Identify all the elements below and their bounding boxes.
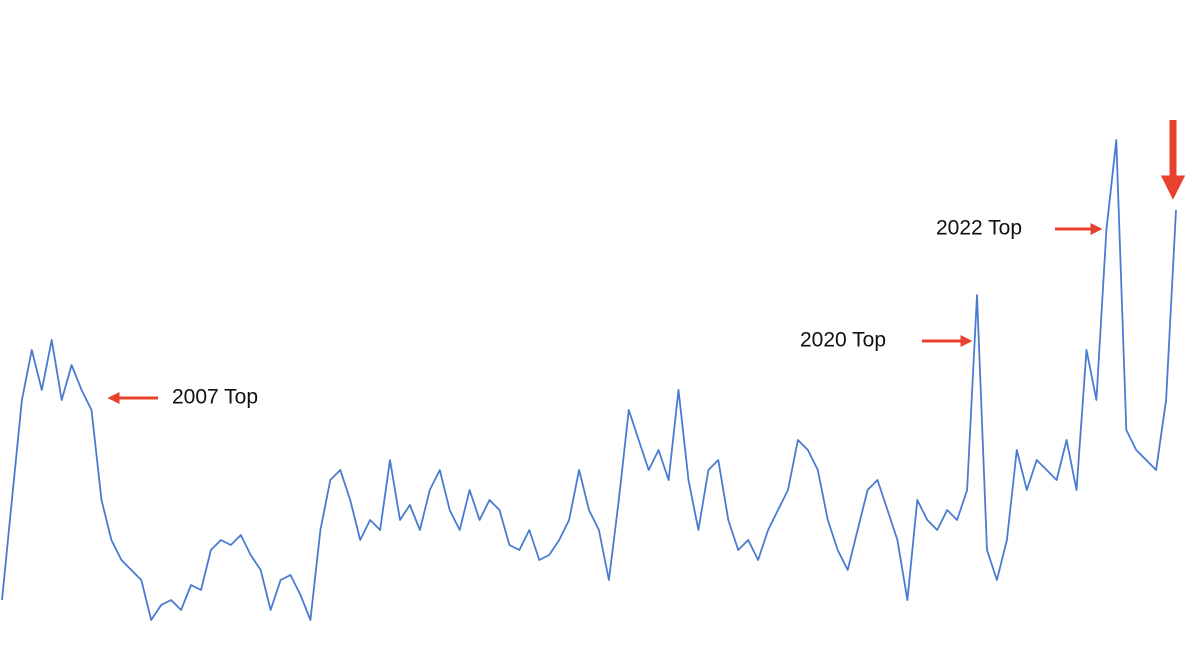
annotation: 2022 Top: [936, 217, 1022, 240]
annotation: 2007 Top: [172, 386, 258, 409]
annotation: 2020 Top: [800, 329, 886, 352]
data-line: [1, 139, 1177, 621]
plot-area: [1, 139, 1177, 621]
